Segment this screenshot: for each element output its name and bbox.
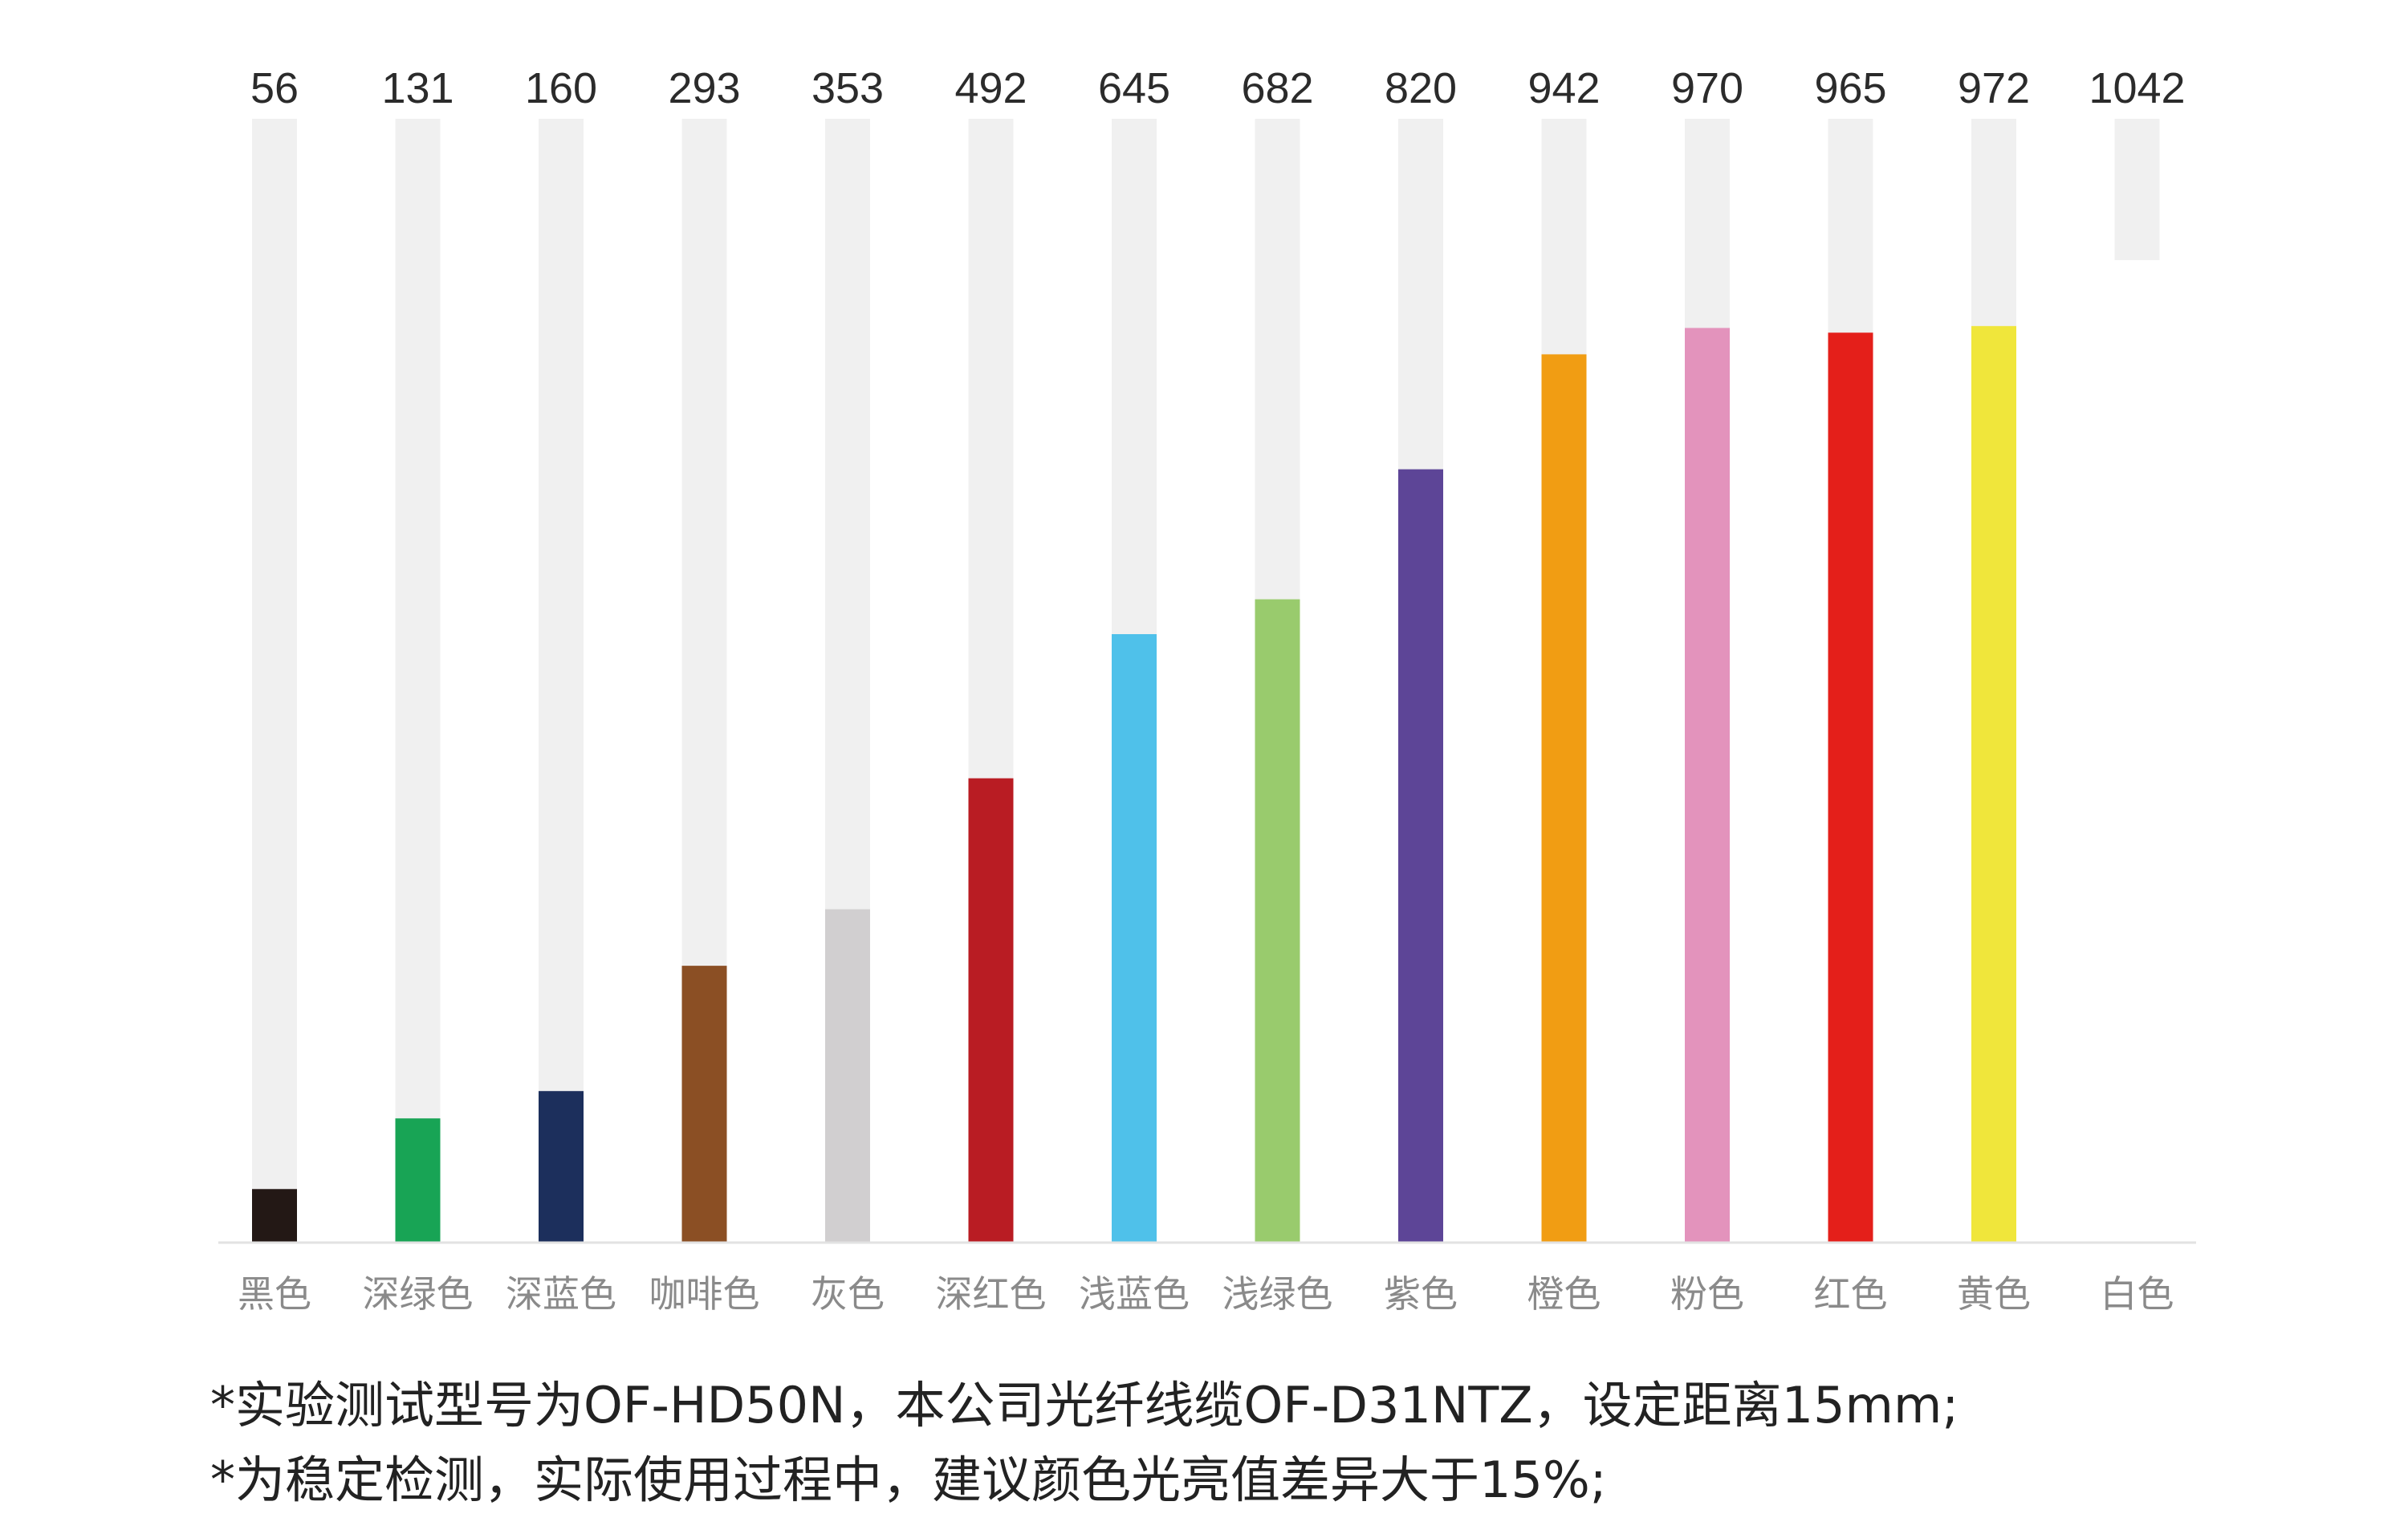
bar-track [252,119,297,1242]
category-label: 红色 [1814,1272,1888,1316]
category-label: 黑色 [238,1272,311,1316]
bar [2114,260,2160,1243]
category-label: 白色 [2101,1272,2174,1316]
category-label: 浅绿色 [1222,1272,1333,1316]
value-label: 293 [668,64,740,112]
category-label: 咖啡色 [649,1272,760,1316]
bar [1398,469,1443,1242]
category-label: 紫色 [1384,1272,1458,1316]
value-label: 972 [1958,64,2030,112]
category-label: 深蓝色 [506,1272,616,1316]
bar [1112,633,1157,1242]
bar [1255,599,1300,1242]
bar-track [539,119,584,1242]
bar [539,1091,584,1242]
value-label: 131 [381,64,454,112]
value-label: 682 [1241,64,1313,112]
bar [825,909,870,1242]
footnote-recommendation: *为稳定检测，实际使用过程中，建议颜色光亮值差异大于15%; [210,1451,1607,1509]
bar [252,1189,297,1242]
value-label: 353 [811,64,884,112]
bar [1971,326,2016,1242]
value-label: 820 [1385,64,1457,112]
bar [968,778,1014,1242]
value-label: 970 [1671,64,1743,112]
bar [395,1118,441,1242]
category-label: 黄色 [1957,1272,2031,1316]
value-label: 492 [954,64,1027,112]
bar-track [395,119,441,1242]
value-label: 1042 [2089,64,2185,112]
bar [1828,332,1873,1242]
bar [681,966,727,1242]
category-label: 灰色 [811,1272,885,1316]
category-label: 浅蓝色 [1079,1272,1190,1316]
value-label: 645 [1098,64,1170,112]
value-label: 942 [1527,64,1600,112]
bar [1685,328,1730,1242]
category-label: 橙色 [1527,1272,1601,1316]
value-label: 160 [525,64,597,112]
bar [1541,354,1587,1242]
category-label: 深红色 [936,1272,1047,1316]
footnote-test-conditions: *实验测试型号为OF-HD50N，本公司光纤线缆OF-D31NTZ，设定距离15… [210,1376,1959,1434]
category-label: 深绿色 [363,1272,474,1316]
value-label: 56 [250,64,299,112]
category-label: 粉色 [1670,1272,1744,1316]
value-label: 965 [1814,64,1886,112]
